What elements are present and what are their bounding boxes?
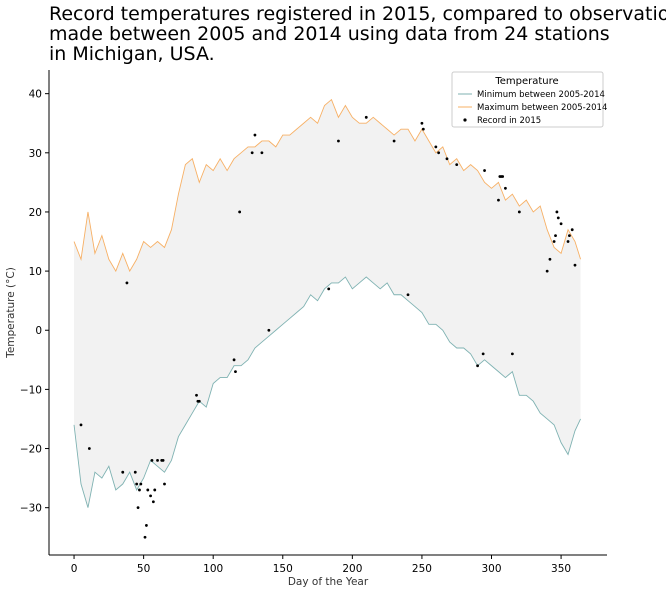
y-tick-label: 0 bbox=[35, 325, 42, 337]
record-point bbox=[570, 228, 574, 232]
y-tick-label: −10 bbox=[20, 384, 42, 396]
record-point bbox=[554, 234, 557, 238]
record-point bbox=[566, 240, 570, 243]
record-point bbox=[445, 157, 449, 161]
max-temperature-line bbox=[73, 98, 581, 273]
record-point bbox=[161, 458, 165, 462]
record-point bbox=[337, 139, 340, 143]
record-point bbox=[556, 216, 560, 220]
record-point bbox=[156, 458, 159, 462]
legend-entry-record: Record in 2015 bbox=[477, 116, 541, 126]
record-point bbox=[420, 121, 424, 125]
record-point bbox=[139, 482, 143, 486]
record-point bbox=[163, 482, 166, 486]
chart-title-line-3: in Michigan, USA. bbox=[49, 43, 215, 65]
y-tick-label: 30 bbox=[29, 148, 42, 160]
min-max-band bbox=[74, 99, 581, 508]
y-tick-label: 10 bbox=[29, 266, 42, 278]
record-point bbox=[552, 240, 556, 243]
record-point bbox=[145, 524, 148, 527]
record-point bbox=[234, 370, 237, 374]
record-point bbox=[504, 186, 507, 190]
y-axis-label: Temperature (°C) bbox=[5, 267, 17, 359]
record-point bbox=[517, 210, 521, 214]
record-point bbox=[260, 151, 264, 155]
record-point bbox=[138, 488, 141, 492]
record-point bbox=[238, 210, 242, 214]
record-point bbox=[364, 115, 368, 119]
chart-title-line-1: Record temperatures registered in 2015, … bbox=[49, 3, 666, 25]
record-point bbox=[476, 364, 479, 368]
legend-title: Temperature bbox=[494, 76, 558, 87]
record-point bbox=[437, 151, 441, 155]
record-point bbox=[143, 535, 147, 539]
record-point bbox=[455, 163, 459, 167]
x-tick-label: 350 bbox=[551, 563, 571, 575]
record-point bbox=[406, 293, 410, 297]
record-point bbox=[267, 328, 271, 332]
record-point bbox=[548, 257, 552, 261]
record-point bbox=[151, 500, 155, 504]
record-point bbox=[421, 127, 425, 131]
x-tick-label: 100 bbox=[203, 563, 223, 575]
record-point bbox=[197, 399, 201, 403]
record-point bbox=[510, 352, 514, 356]
record-points bbox=[79, 115, 577, 539]
record-point bbox=[555, 210, 559, 214]
legend: Temperature Minimum between 2005-2014 Ma… bbox=[451, 71, 607, 128]
record-point bbox=[135, 482, 139, 486]
record-point bbox=[150, 458, 154, 462]
chart-title-line-2: made between 2005 and 2014 using data fr… bbox=[49, 23, 610, 45]
x-tick-label: 50 bbox=[137, 563, 150, 575]
y-tick-label: −30 bbox=[20, 503, 42, 515]
series-layer bbox=[73, 98, 581, 508]
record-point bbox=[327, 287, 331, 291]
min-temperature-line bbox=[73, 276, 581, 508]
record-point bbox=[501, 175, 505, 178]
y-tick-label: 40 bbox=[29, 89, 42, 101]
x-tick-label: 200 bbox=[342, 563, 362, 575]
record-point bbox=[121, 470, 125, 474]
record-point bbox=[253, 133, 257, 137]
legend-entry-max: Maximum between 2005-2014 bbox=[477, 103, 607, 113]
record-point bbox=[136, 506, 140, 510]
record-point bbox=[497, 198, 500, 202]
record-point bbox=[232, 358, 236, 362]
y-tick-label: 20 bbox=[29, 207, 42, 219]
record-point bbox=[434, 145, 438, 149]
legend-entry-min: Minimum between 2005-2014 bbox=[477, 90, 605, 100]
chart-title: Record temperatures registered in 2015, … bbox=[49, 3, 666, 65]
record-point bbox=[133, 470, 137, 474]
record-point bbox=[125, 281, 129, 285]
record-point bbox=[559, 222, 563, 226]
x-tick-label: 150 bbox=[273, 563, 293, 575]
legend-box bbox=[451, 71, 604, 128]
x-tick-label: 0 bbox=[71, 563, 78, 575]
record-point bbox=[87, 447, 91, 450]
axis-ticks: 0 50 100 150 200 250 300 350 −30 −20 −10 0 10 20 30 40 bbox=[20, 89, 571, 575]
record-point bbox=[481, 352, 485, 356]
x-tick-label: 300 bbox=[481, 563, 501, 575]
record-point bbox=[149, 494, 152, 498]
x-axis-label: Day of the Year bbox=[288, 576, 369, 588]
x-tick-label: 250 bbox=[412, 563, 432, 575]
record-point bbox=[153, 488, 157, 492]
record-point bbox=[568, 234, 571, 238]
y-tick-label: −20 bbox=[20, 444, 42, 456]
record-point bbox=[146, 488, 150, 492]
record-point bbox=[573, 263, 577, 267]
record-point bbox=[483, 169, 486, 172]
record-point bbox=[195, 393, 198, 397]
record-point bbox=[545, 269, 549, 273]
legend-swatch-record bbox=[463, 118, 467, 122]
record-point bbox=[250, 151, 254, 155]
record-point bbox=[79, 423, 83, 427]
record-point bbox=[392, 139, 396, 143]
